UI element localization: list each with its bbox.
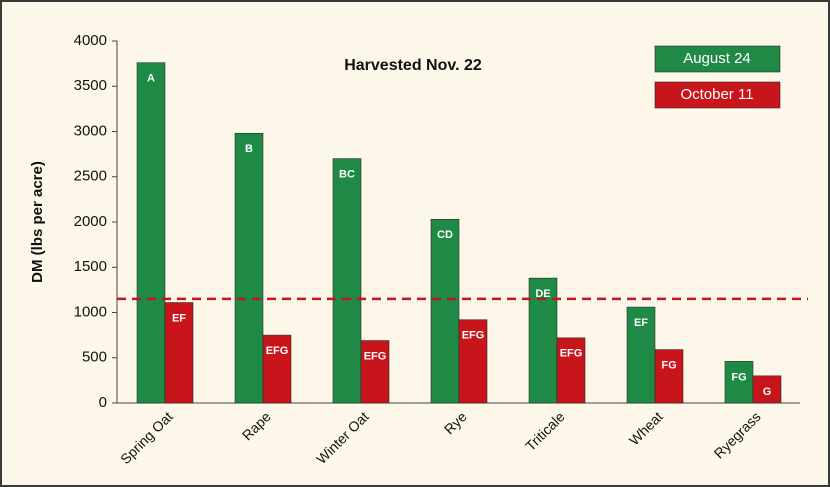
- y-tick-label: 1500: [74, 258, 107, 275]
- legend-label: August 24: [683, 50, 751, 67]
- y-tick-label: 4000: [74, 32, 107, 49]
- bar: [626, 306, 656, 404]
- bar-letter: BC: [339, 169, 355, 181]
- bar: [752, 375, 782, 404]
- bar-letter: EF: [172, 312, 186, 324]
- y-tick-label: 1000: [74, 303, 107, 320]
- bar-letter: EFG: [266, 345, 289, 357]
- bar: [136, 62, 166, 404]
- bar-letter: EFG: [462, 330, 485, 342]
- legend-swatch: [654, 81, 781, 109]
- bar-letter: EFG: [364, 350, 387, 362]
- y-tick-label: 500: [82, 349, 107, 366]
- bar-letter: EF: [634, 317, 648, 329]
- bar-letter: CD: [437, 229, 453, 241]
- bar: [556, 337, 586, 404]
- bar-letter: FG: [731, 371, 746, 383]
- bar: [654, 349, 684, 404]
- chart-title: Harvested Nov. 22: [344, 57, 482, 74]
- bar: [360, 340, 390, 404]
- bar: [234, 133, 264, 404]
- bar: [262, 334, 292, 404]
- bar-letter: G: [763, 386, 772, 398]
- y-tick-label: 0: [99, 394, 107, 411]
- bar-letter: B: [245, 143, 253, 155]
- y-tick-label: 2500: [74, 168, 107, 185]
- bar-letter: EFG: [560, 348, 583, 360]
- legend-swatch: [654, 45, 781, 73]
- y-tick-label: 2000: [74, 213, 107, 230]
- bar: [164, 302, 194, 404]
- bar: [458, 319, 488, 404]
- bar-letter: FG: [661, 360, 676, 372]
- bar: [724, 361, 754, 404]
- bar: [332, 158, 362, 404]
- y-tick-label: 3000: [74, 122, 107, 139]
- bar-letter: DE: [535, 288, 550, 300]
- bar-letter: A: [147, 73, 155, 85]
- bar: [430, 218, 460, 404]
- y-tick-label: 3500: [74, 77, 107, 94]
- y-axis-label: DM (lbs per acre): [29, 161, 46, 283]
- legend-label: October 11: [680, 86, 753, 103]
